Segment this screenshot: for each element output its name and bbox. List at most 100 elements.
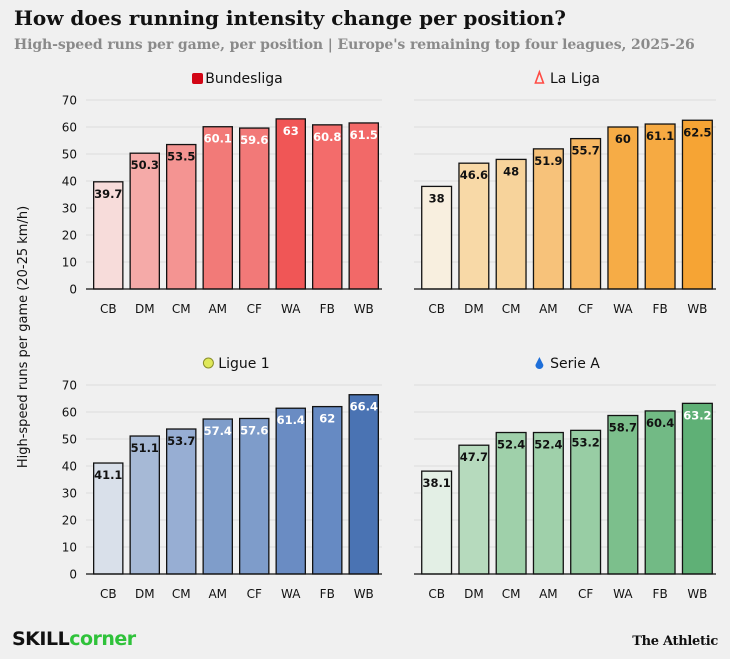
la-liga-x-tick-label: CF (578, 302, 593, 316)
serie-a-bar (495, 431, 527, 575)
ligue-1-data-label: 41.1 (94, 468, 122, 482)
serie-a-bar (532, 431, 564, 575)
bundesliga-x-tick-label: FB (320, 302, 335, 316)
serie-a-bar (421, 470, 453, 575)
ligue-1-y-tick-label: 40 (62, 460, 77, 474)
ligue-1-x-tick-label: CF (247, 587, 262, 601)
ligue-1-data-label: 57.6 (240, 423, 268, 437)
ligue-1-bar (165, 428, 197, 575)
la-liga-bar (681, 119, 713, 290)
bundesliga-y-tick-label: 20 (62, 229, 77, 243)
ligue-1-y-tick-label: 50 (62, 433, 77, 447)
la-liga-x-tick-label: DM (464, 302, 484, 316)
chart-subtitle: High-speed runs per game, per position |… (14, 37, 695, 53)
bundesliga-x-tick-label: AM (208, 302, 227, 316)
serie-a-data-label: 52.4 (534, 438, 562, 452)
bundesliga-x-tick-label: WB (354, 302, 374, 316)
serie-a-bar (681, 402, 713, 575)
serie-a-x-tick-label: AM (539, 587, 558, 601)
serie-a-bar (570, 429, 602, 575)
ligue-1-data-label: 53.7 (167, 434, 195, 448)
bundesliga-y-tick-label: 10 (62, 256, 77, 270)
bundesliga-data-label: 63 (283, 124, 299, 138)
ligue-1-y-tick-label: 20 (62, 514, 77, 528)
bundesliga-data-label: 39.7 (94, 187, 122, 201)
bundesliga-x-tick-label: CM (172, 302, 191, 316)
ligue-1-x-tick-label: CM (172, 587, 191, 601)
bundesliga-bar (129, 152, 160, 290)
la-liga-x-tick-label: CB (428, 302, 445, 316)
la-liga-data-label: 62.5 (683, 125, 711, 139)
bundesliga-panel-title: Bundesliga (205, 71, 282, 87)
bundesliga-y-tick-label: 40 (62, 175, 77, 189)
ligue-1-y-tick-label: 30 (62, 487, 77, 501)
serie-a-data-label: 47.7 (460, 450, 488, 464)
la-liga-bar (607, 126, 639, 290)
la-liga-data-label: 48 (503, 164, 519, 178)
serie-a-data-label: 58.7 (609, 421, 637, 435)
bundesliga-bar (165, 143, 197, 290)
ligue-1-bar (93, 462, 124, 575)
bundesliga-bar (275, 118, 306, 290)
la-liga-bar (458, 162, 490, 290)
la-liga-data-label: 60 (615, 132, 631, 146)
serie-a-panel-title: Serie A (550, 356, 600, 372)
ligue-1-x-tick-label: WA (281, 587, 301, 601)
ligue-1-panel-title: Ligue 1 (218, 356, 269, 372)
bundesliga-data-label: 53.5 (167, 150, 195, 164)
serie-a-bar (458, 444, 490, 575)
bundesliga-bar (348, 122, 379, 290)
bundesliga-data-label: 60.8 (313, 130, 341, 144)
serie-a-x-tick-label: DM (464, 587, 484, 601)
ligue-1-x-tick-label: CB (100, 587, 117, 601)
ligue-1-bar (202, 418, 233, 575)
ligue-1-data-label: 66.4 (350, 400, 378, 414)
la-liga-data-label: 46.6 (460, 168, 488, 182)
bundesliga-bar (93, 181, 124, 290)
ligue-1-data-label: 57.4 (204, 424, 232, 438)
la-liga-bar (495, 158, 527, 290)
la-liga-data-label: 55.7 (571, 144, 599, 158)
ligue-1-bar (348, 394, 379, 575)
serie-a-x-tick-label: CM (502, 587, 521, 601)
ligue-1-y-tick-label: 10 (62, 541, 77, 555)
ligue-1-data-label: 61.4 (277, 413, 305, 427)
ligue-1-x-tick-label: WB (354, 587, 374, 601)
bundesliga-y-tick-label: 50 (62, 148, 77, 162)
ligue1-logo-icon (202, 357, 214, 369)
la-liga-bar (570, 137, 602, 290)
la-liga-bar (532, 148, 564, 290)
serie-a-data-label: 38.1 (422, 476, 450, 490)
ligue-1-y-tick-label: 60 (62, 406, 77, 420)
chart-title: How does running intensity change per po… (14, 6, 566, 30)
serie-a-data-label: 60.4 (646, 416, 674, 430)
ligue-1-bar (275, 407, 306, 575)
bundesliga-bar (311, 124, 343, 290)
ligue-1-bar (311, 405, 343, 575)
ligue-1-x-tick-label: DM (135, 587, 155, 601)
ligue-1-data-label: 62 (319, 412, 335, 426)
bundesliga-x-tick-label: WA (281, 302, 301, 316)
bundesliga-x-tick-label: DM (135, 302, 155, 316)
bundesliga-x-tick-label: CF (247, 302, 262, 316)
ligue-1-bar (238, 417, 270, 575)
la-liga-panel-title: La Liga (550, 71, 600, 87)
bundesliga-y-tick-label: 70 (62, 94, 77, 108)
serie-a-bar (644, 410, 676, 575)
la-liga-bar (644, 123, 676, 290)
y-axis-label: High-speed runs per game (20-25 km/h) (16, 206, 31, 468)
bundesliga-y-tick-label: 60 (62, 121, 77, 135)
skillcorner-logo: SKILLcorner (12, 628, 136, 650)
the-athletic-logo: The Athletic (632, 634, 718, 649)
ligue-1-x-tick-label: FB (320, 587, 335, 601)
la-liga-x-tick-label: WA (613, 302, 633, 316)
la-liga-x-tick-label: FB (653, 302, 668, 316)
bundesliga-y-tick-label: 30 (62, 202, 77, 216)
bundesliga-bar (202, 126, 233, 290)
seriea-logo-icon (535, 357, 544, 369)
bundesliga-bar (238, 127, 270, 290)
serie-a-x-tick-label: WA (613, 587, 633, 601)
ligue-1-bar (129, 435, 160, 575)
bundesliga-x-tick-label: CB (100, 302, 117, 316)
